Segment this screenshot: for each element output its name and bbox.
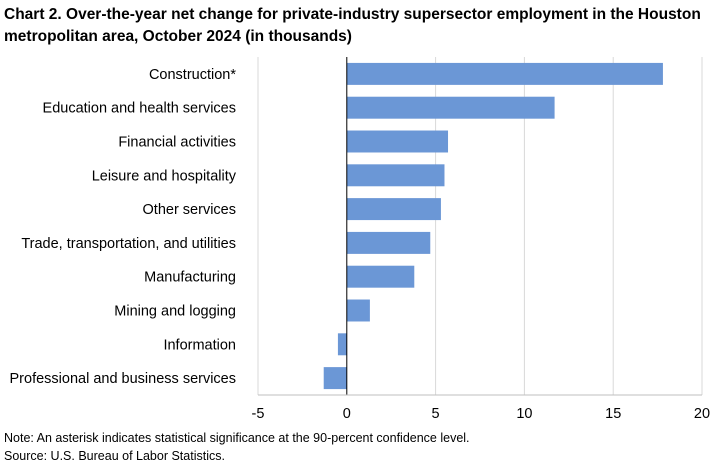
category-labels: Construction* Education and health servic… (10, 67, 237, 387)
category-label: Information (163, 337, 236, 353)
bar (346, 231, 431, 254)
bar (346, 299, 370, 322)
category-label: Education and health services (43, 101, 236, 117)
x-tick-label: 0 (343, 406, 351, 422)
category-label: Professional and business services (10, 371, 236, 387)
bar (346, 130, 449, 153)
x-tick-labels: -5 0 5 10 15 20 (252, 406, 711, 422)
bar (337, 333, 347, 356)
bar (323, 367, 347, 390)
category-label: Mining and logging (114, 304, 236, 320)
bars (323, 62, 663, 390)
category-label: Financial activities (118, 135, 236, 151)
bar (346, 198, 441, 221)
bar (346, 96, 555, 119)
footnote-source: Source: U.S. Bureau of Labor Statistics. (4, 449, 225, 463)
x-tick-label: -5 (252, 406, 265, 422)
footnote-significance: Note: An asterisk indicates statistical … (4, 431, 470, 445)
x-tick-label: 10 (516, 406, 532, 422)
x-tick-label: 15 (605, 406, 621, 422)
category-label: Manufacturing (144, 270, 236, 286)
x-tick-label: 5 (432, 406, 440, 422)
category-label: Trade, transportation, and utilities (21, 236, 236, 252)
bar (346, 164, 445, 187)
axes (258, 57, 702, 396)
footnotes: Note: An asterisk indicates statistical … (4, 429, 470, 465)
x-tick-label: 20 (694, 406, 710, 422)
chart-title: Chart 2. Over-the-year net change for pr… (4, 6, 701, 45)
category-label: Leisure and hospitality (92, 168, 237, 184)
category-label: Construction* (149, 67, 236, 83)
category-label: Other services (143, 202, 236, 218)
bar (346, 62, 663, 85)
bar (346, 265, 415, 288)
